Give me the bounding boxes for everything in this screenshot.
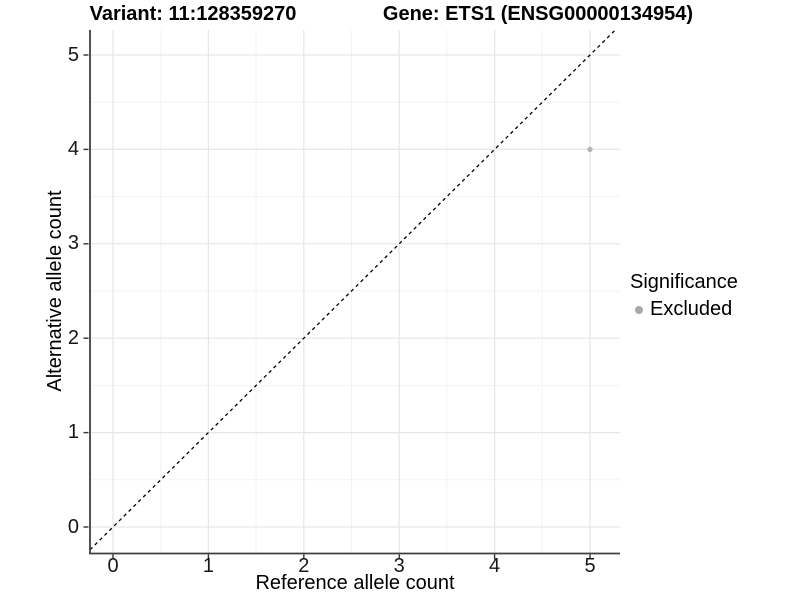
y-tick-label: 4 xyxy=(67,137,79,160)
x-tick-label: 3 xyxy=(393,555,405,577)
x-tick-label: 0 xyxy=(107,555,119,577)
x-tick-label: 1 xyxy=(202,555,214,577)
excluded-dot-icon xyxy=(635,305,643,314)
plot-title-gene: Gene: ETS1 (ENSG00000134954) xyxy=(382,3,694,25)
plot-title-variant: Variant: 11:128359270 xyxy=(89,3,297,25)
legend: Significance Excluded xyxy=(630,271,738,321)
y-tick-label: 5 xyxy=(67,43,79,66)
x-tick-label: 2 xyxy=(298,555,310,577)
y-tick-label: 3 xyxy=(67,232,79,255)
x-axis-title: Reference allele count xyxy=(255,572,455,594)
y-tick-label: 1 xyxy=(67,421,79,444)
x-tick-label: 5 xyxy=(584,555,596,577)
legend-item-label: Excluded xyxy=(650,298,733,320)
legend-item: Excluded xyxy=(630,298,738,321)
legend-title: Significance xyxy=(630,271,738,293)
y-tick-label: 0 xyxy=(67,515,79,538)
x-tick-label: 4 xyxy=(489,555,501,577)
y-tick-label: 2 xyxy=(67,326,79,349)
identity-dashed-line xyxy=(89,29,616,551)
data-point xyxy=(587,146,593,152)
y-axis-title: Alternative allele count xyxy=(44,190,66,392)
